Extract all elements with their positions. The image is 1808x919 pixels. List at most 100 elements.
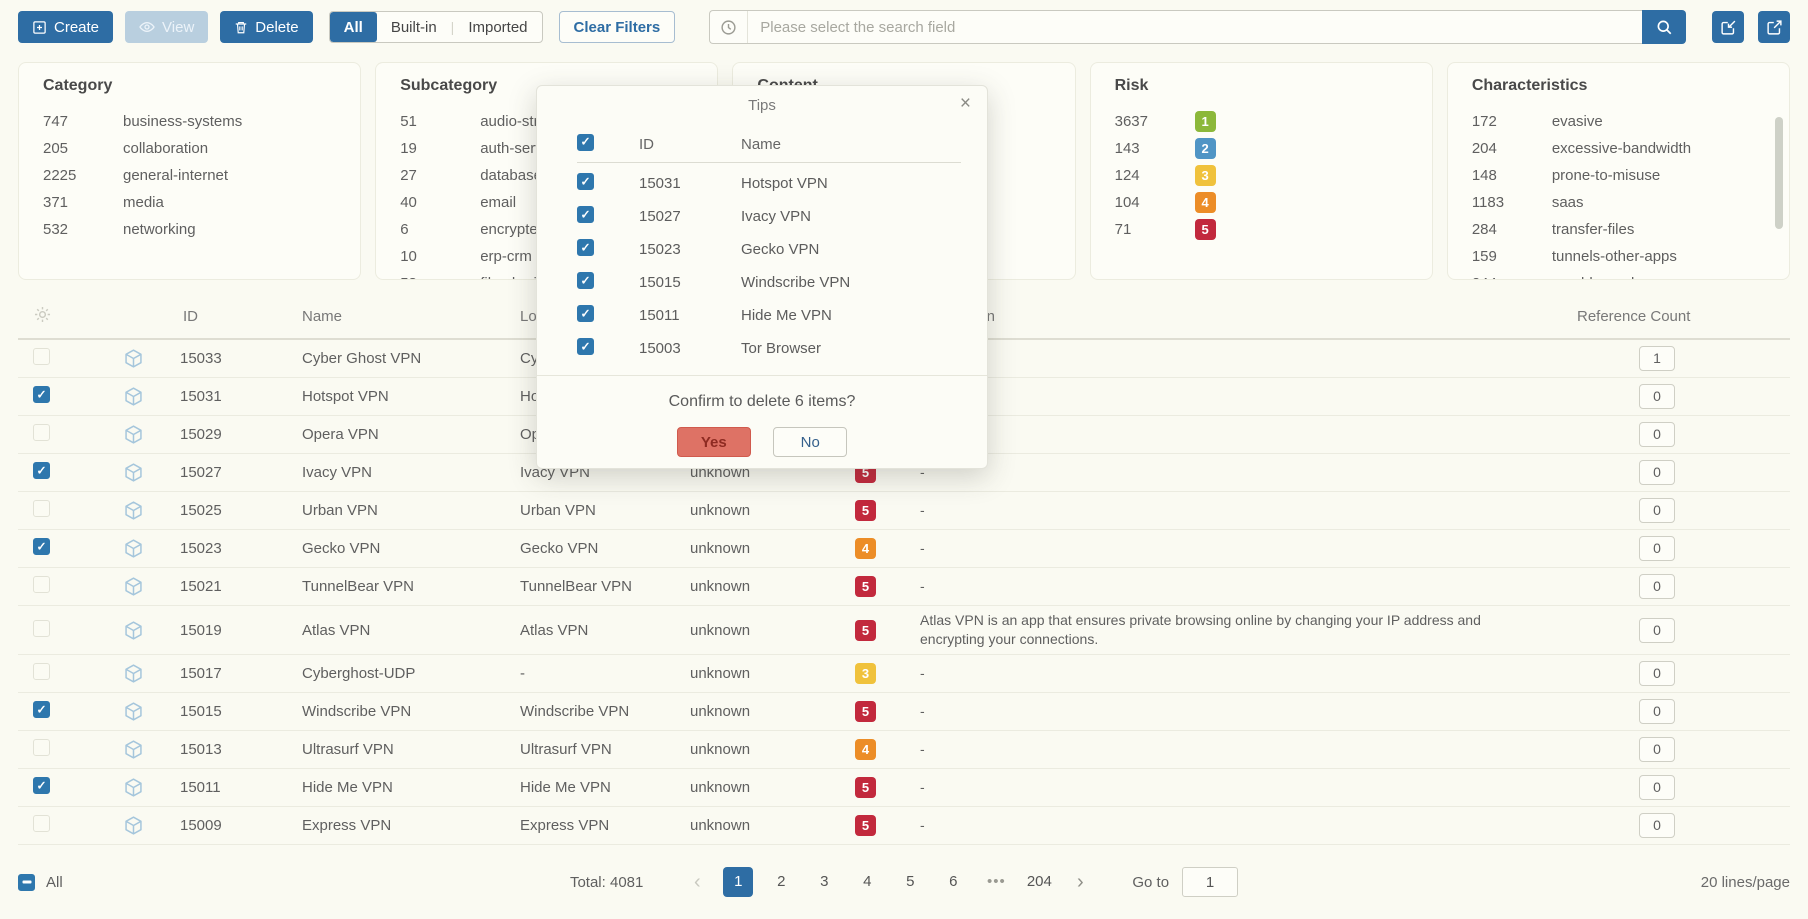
item-label: business-systems [123, 113, 243, 130]
page-button-last[interactable]: 204 [1026, 873, 1052, 890]
app-description: - [920, 703, 925, 719]
dialog-row-checkbox[interactable] [577, 338, 594, 355]
history-clock-icon[interactable] [710, 11, 749, 43]
subcategory-item[interactable]: 27 database [400, 162, 707, 189]
dialog-row-checkbox[interactable] [577, 173, 594, 190]
item-label: tunnels-other-apps [1551, 248, 1677, 265]
characteristics-item[interactable]: 204 excessive-bandwidth [1472, 135, 1779, 162]
category-item[interactable]: 532 networking [43, 216, 350, 243]
characteristics-item[interactable]: 172 evasive [1472, 108, 1779, 135]
import-button[interactable] [1712, 11, 1744, 43]
risk-level-badge: 3 [1194, 165, 1216, 186]
item-count: 244 [1472, 275, 1552, 279]
characteristics-item[interactable]: 244used-by-malware [1472, 270, 1779, 279]
table-row: 15017 Cyberghost-UDP - unknown 3 - 0 [18, 655, 1790, 693]
page-button-6[interactable]: 6 [949, 873, 958, 890]
app-name: Cyber Ghost VPN [302, 350, 422, 367]
column-header-description[interactable]: Description [908, 308, 1567, 325]
lines-per-page[interactable]: 20 lines/page [1700, 873, 1790, 891]
clear-filters-button[interactable]: Clear Filters [558, 11, 676, 43]
confirm-yes-button[interactable]: Yes [676, 427, 751, 457]
page-button-4[interactable]: 4 [863, 873, 872, 890]
table-row: 15023 Gecko VPN Gecko VPN unknown 4 - 0 [18, 530, 1790, 568]
row-checkbox[interactable] [33, 576, 50, 593]
column-settings[interactable] [18, 305, 108, 328]
select-all-checkbox[interactable] [18, 873, 35, 891]
app-name: Ivacy VPN [302, 464, 373, 481]
search-button[interactable] [1642, 10, 1686, 44]
confirm-no-button[interactable]: No [773, 427, 848, 457]
dialog-item-row: 15011 Hide Me VPN [577, 299, 961, 332]
subcategory-item[interactable]: 58file-sharing [400, 270, 707, 279]
row-checkbox[interactable] [33, 462, 50, 479]
app-description: - [920, 779, 925, 795]
row-checkbox[interactable] [33, 538, 50, 555]
row-checkbox[interactable] [33, 500, 50, 517]
row-checkbox[interactable] [33, 815, 50, 832]
item-count: 148 [1471, 167, 1497, 184]
risk-item[interactable]: 143 2 [1115, 135, 1422, 162]
tab-imported[interactable]: Imported [468, 18, 528, 36]
page-button-3[interactable]: 3 [820, 873, 829, 890]
app-description: Atlas VPN is an app that ensures private… [920, 612, 1481, 647]
row-checkbox[interactable] [33, 619, 50, 637]
delete-button[interactable]: Delete [220, 11, 313, 43]
dialog-row-checkbox[interactable] [577, 239, 594, 256]
row-checkbox[interactable] [33, 424, 50, 441]
dialog-row-checkbox[interactable] [577, 272, 594, 289]
pages-ellipsis[interactable]: ••• [986, 873, 1006, 890]
column-header-reference-count[interactable]: Reference Count [1577, 307, 1691, 325]
row-checkbox[interactable] [33, 386, 50, 403]
risk-item[interactable]: 104 4 [1115, 189, 1422, 216]
row-checkbox[interactable] [33, 663, 50, 680]
category-item[interactable]: 747 business-systems [43, 108, 350, 135]
create-button[interactable]: Create [18, 11, 114, 43]
page-button-5[interactable]: 5 [906, 873, 915, 890]
app-long-name: Atlas VPN [520, 621, 589, 639]
pagination-bar: All Total: 4081 ‹ 1 2 3 4 5 6 ••• 204 › … [18, 858, 1790, 906]
app-id: 15023 [180, 540, 222, 557]
item-count: 1183 [1471, 194, 1505, 211]
row-checkbox[interactable] [33, 739, 50, 756]
characteristics-item[interactable]: 284 transfer-files [1472, 216, 1779, 243]
prev-page-button[interactable]: ‹ [694, 870, 701, 893]
row-checkbox[interactable] [33, 777, 50, 794]
category-item[interactable]: 205 collaboration [43, 135, 350, 162]
next-page-button[interactable]: › [1077, 870, 1084, 893]
dialog-item-name: Hide Me VPN [741, 307, 832, 324]
dialog-select-all-checkbox[interactable] [577, 133, 594, 151]
tab-built-in[interactable]: Built-in [390, 18, 437, 36]
characteristics-item[interactable]: 1183 saas [1472, 189, 1779, 216]
search-input[interactable] [748, 18, 1642, 36]
item-count: 284 [1471, 221, 1497, 238]
subcategory-item[interactable]: 40 email [400, 189, 707, 216]
panel-risk-title: Risk [1114, 77, 1149, 94]
panel-scrollbar[interactable] [1775, 117, 1784, 229]
create-button-label: Create [54, 18, 100, 36]
page-button-1[interactable]: 1 [723, 867, 754, 897]
characteristics-item[interactable]: 148 prone-to-misuse [1472, 162, 1779, 189]
view-button[interactable]: View [125, 11, 209, 43]
row-checkbox[interactable] [33, 701, 50, 718]
reference-count: 0 [1639, 813, 1675, 838]
risk-item[interactable]: 71 5 [1115, 216, 1422, 243]
category-item[interactable]: 2225 general-internet [43, 162, 350, 189]
goto-page-input[interactable] [1182, 867, 1239, 897]
panel-subcategory-title: Subcategory [400, 77, 498, 94]
characteristics-item[interactable]: 159 tunnels-other-apps [1472, 243, 1779, 270]
risk-item[interactable]: 3637 1 [1115, 108, 1422, 135]
row-checkbox[interactable] [33, 348, 50, 365]
dialog-column-id: ID [639, 135, 654, 153]
page-button-2[interactable]: 2 [777, 873, 786, 890]
category-item[interactable]: 371 media [43, 189, 350, 216]
export-button[interactable] [1758, 11, 1790, 43]
risk-item[interactable]: 124 3 [1115, 162, 1422, 189]
column-header-name[interactable]: Name [302, 307, 343, 325]
close-icon[interactable]: × [959, 93, 971, 114]
item-label: transfer-files [1551, 221, 1635, 238]
column-header-id[interactable]: ID [183, 307, 198, 325]
dialog-row-checkbox[interactable] [577, 206, 594, 223]
subcategory-item[interactable]: 10 erp-crm [400, 243, 707, 270]
dialog-row-checkbox[interactable] [577, 305, 594, 322]
tab-all[interactable]: All [329, 12, 377, 42]
